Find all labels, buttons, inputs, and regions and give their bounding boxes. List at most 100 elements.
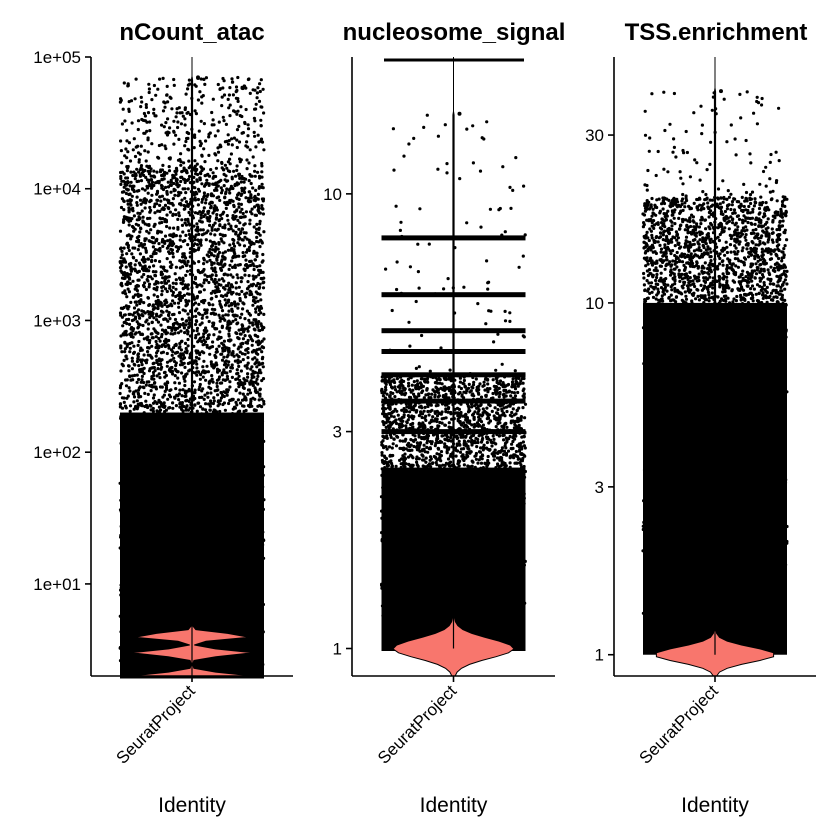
data-point	[151, 245, 155, 249]
data-point	[254, 307, 258, 311]
data-point	[150, 383, 154, 387]
data-point	[171, 323, 176, 327]
data-point	[216, 82, 220, 87]
data-point	[234, 281, 238, 285]
data-point	[145, 462, 149, 466]
data-point	[386, 550, 390, 554]
data-point	[178, 519, 182, 523]
data-point	[222, 93, 227, 97]
data-point	[218, 628, 222, 632]
data-point	[167, 406, 171, 410]
data-point	[178, 291, 182, 295]
data-point	[200, 299, 204, 304]
data-point	[174, 416, 178, 420]
data-point	[186, 259, 190, 263]
data-point	[214, 479, 218, 483]
data-point	[228, 114, 232, 118]
data-point	[163, 299, 167, 303]
data-point	[198, 144, 203, 148]
data-point	[382, 480, 386, 484]
data-point	[499, 478, 503, 482]
data-point	[152, 83, 156, 88]
data-point	[188, 368, 192, 372]
data-point	[201, 482, 205, 486]
data-point	[159, 183, 164, 188]
data-point	[199, 172, 203, 176]
data-point	[237, 227, 241, 231]
data-point	[219, 283, 223, 287]
data-point	[122, 655, 126, 659]
data-point	[228, 169, 232, 174]
data-point	[213, 134, 217, 138]
data-point	[188, 318, 192, 322]
data-point	[160, 143, 164, 147]
data-point	[474, 469, 478, 473]
data-point	[216, 393, 220, 397]
data-point	[236, 463, 240, 467]
data-point	[187, 210, 191, 215]
data-point	[203, 82, 207, 86]
data-point	[148, 426, 152, 430]
data-point	[217, 278, 221, 282]
data-point	[165, 198, 169, 202]
data-point	[223, 665, 227, 670]
data-point	[118, 646, 122, 650]
data-point	[232, 421, 236, 425]
data-point	[403, 576, 408, 580]
data-point	[121, 324, 125, 328]
data-point	[174, 234, 178, 238]
data-point	[254, 350, 258, 354]
data-point	[219, 660, 224, 664]
data-point	[258, 89, 262, 94]
data-point	[173, 317, 178, 322]
data-point	[159, 323, 163, 327]
data-point	[262, 465, 266, 469]
data-point	[401, 548, 405, 552]
data-point	[122, 615, 126, 619]
data-point	[166, 279, 171, 283]
data-point	[498, 489, 502, 493]
data-point	[255, 478, 259, 482]
data-point	[202, 281, 206, 285]
data-point	[123, 478, 127, 482]
data-point	[137, 494, 141, 498]
data-point	[193, 166, 197, 170]
data-point	[136, 343, 140, 347]
data-point	[129, 421, 133, 425]
data-point	[122, 516, 126, 521]
data-point	[125, 139, 129, 143]
data-point	[231, 415, 235, 419]
data-point	[261, 207, 265, 211]
data-point	[227, 575, 231, 579]
data-point	[138, 252, 142, 256]
data-point	[123, 462, 127, 467]
data-point	[122, 81, 126, 85]
data-point	[223, 298, 227, 302]
data-point	[217, 195, 221, 199]
data-point	[141, 518, 145, 522]
data-point	[230, 607, 234, 611]
data-point	[231, 500, 235, 504]
data-point	[121, 561, 125, 565]
data-point	[153, 400, 157, 404]
data-point	[238, 415, 242, 420]
data-point	[257, 432, 261, 436]
data-point	[125, 450, 129, 454]
data-point	[431, 504, 435, 508]
data-point	[386, 611, 390, 616]
data-point	[120, 657, 124, 661]
data-point	[177, 137, 181, 141]
data-point	[183, 309, 187, 313]
data-point	[120, 197, 124, 201]
data-point	[138, 316, 142, 320]
data-point	[120, 350, 124, 354]
data-point	[506, 567, 510, 571]
data-point	[520, 531, 524, 535]
data-point	[446, 591, 450, 595]
data-point	[235, 403, 239, 407]
data-point	[515, 619, 519, 623]
data-point	[127, 223, 131, 227]
data-point	[160, 358, 164, 362]
data-point	[157, 314, 162, 319]
data-point	[141, 661, 145, 665]
